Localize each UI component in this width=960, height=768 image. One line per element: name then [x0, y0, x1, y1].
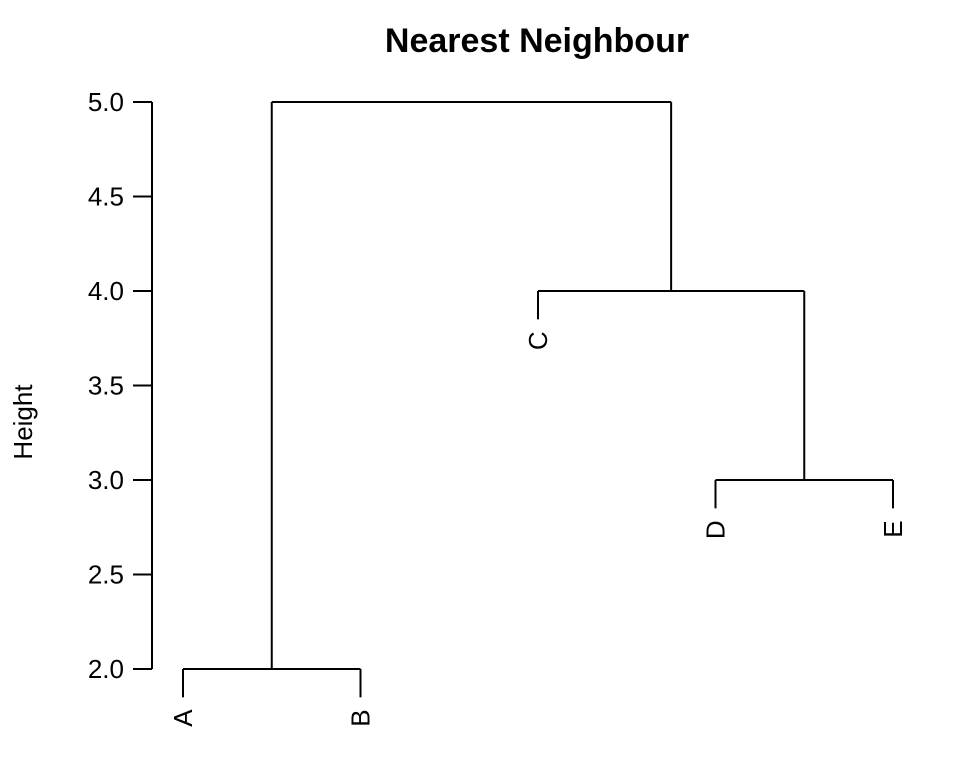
y-tick-label: 4.0 — [88, 276, 124, 306]
y-tick-label: 3.0 — [88, 465, 124, 495]
y-tick-label: 5.0 — [88, 87, 124, 117]
leaf-label-a: A — [168, 709, 198, 727]
leaf-label-c: C — [523, 331, 553, 350]
leaf-label-d: D — [701, 520, 731, 539]
y-tick-label: 2.5 — [88, 560, 124, 590]
y-tick-label: 3.5 — [88, 371, 124, 401]
dendrogram-branches — [182, 101, 894, 698]
leaf-labels: A B C D E — [168, 331, 908, 726]
y-axis-label: Height — [8, 384, 38, 460]
leaf-label-b: B — [346, 709, 376, 726]
y-tick-label: 2.0 — [88, 654, 124, 684]
leaf-label-e: E — [878, 520, 908, 537]
chart-title: Nearest Neighbour — [385, 22, 689, 60]
y-tick-label: 4.5 — [88, 182, 124, 212]
y-axis: 2.0 2.5 3.0 3.5 4.0 4.5 5.0 — [88, 87, 153, 684]
